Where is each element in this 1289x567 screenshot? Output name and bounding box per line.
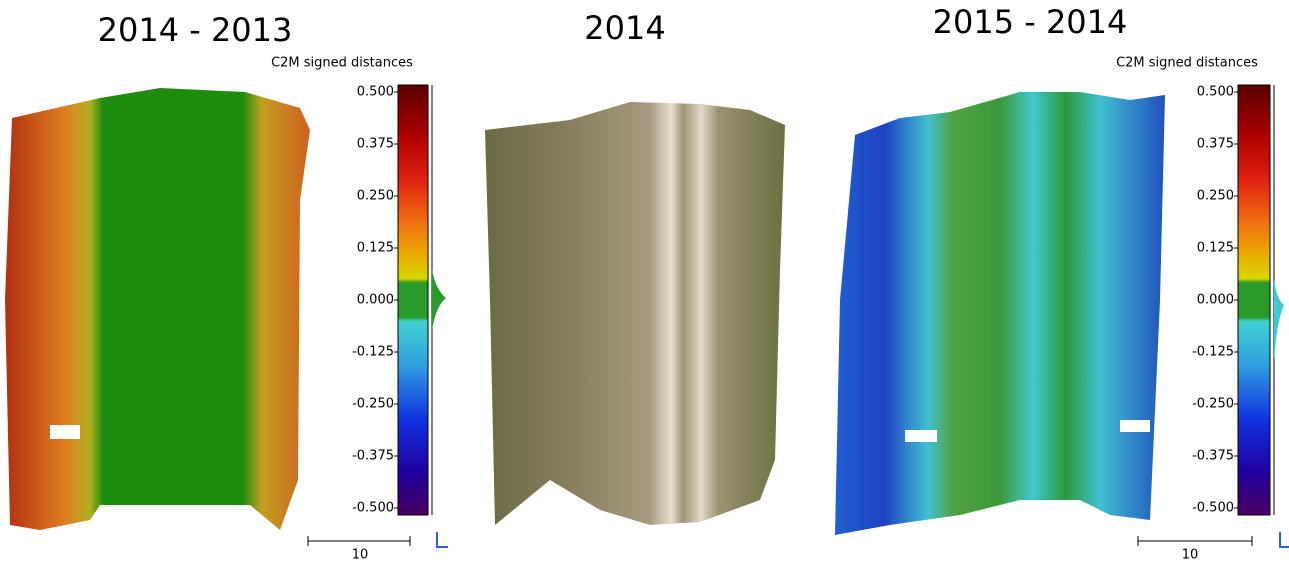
tick-label: 0.500	[357, 85, 394, 100]
tick-label: -0.500	[352, 501, 394, 516]
tick-label: 0.250	[357, 189, 394, 204]
scale-title: C2M signed distances	[1116, 56, 1258, 71]
tick-label: -0.375	[1192, 449, 1234, 464]
colorbar	[397, 84, 429, 516]
tick-label: -0.250	[1192, 397, 1234, 412]
point-cloud	[5, 88, 310, 530]
tick-label: 0.375	[1197, 137, 1234, 152]
tick-label: 0.125	[1197, 241, 1234, 256]
tick-label: -0.125	[352, 345, 394, 360]
scale-title: C2M signed distances	[271, 56, 413, 71]
tick-label: -0.125	[1192, 345, 1234, 360]
tick-label: 0.375	[357, 137, 394, 152]
panel-title: 2014	[584, 9, 665, 47]
axis-icon	[436, 532, 448, 548]
panel-title: 2014 - 2013	[98, 11, 293, 49]
axis-icon	[1279, 532, 1289, 548]
point-cloud	[835, 92, 1165, 535]
tick-label: 0.000	[1197, 293, 1234, 308]
tick-label: 0.125	[357, 241, 394, 256]
gap	[905, 430, 937, 442]
gap	[50, 425, 80, 439]
scale-bar-label: 10	[352, 548, 369, 563]
scale-bar-label: 10	[1182, 548, 1199, 563]
histogram	[1274, 280, 1284, 360]
tick-label: -0.375	[352, 449, 394, 464]
colorbar	[1237, 84, 1271, 516]
tick-label: 0.000	[357, 293, 394, 308]
histogram	[432, 270, 446, 330]
gap	[1120, 420, 1150, 432]
tick-label: -0.250	[352, 397, 394, 412]
point-cloud	[485, 102, 785, 525]
scale-bar	[307, 536, 411, 546]
panel-title: 2015 - 2014	[933, 3, 1128, 41]
tick-label: -0.500	[1192, 501, 1234, 516]
scale-bar	[1137, 536, 1253, 546]
tick-label: 0.500	[1197, 85, 1234, 100]
tick-label: 0.250	[1197, 189, 1234, 204]
